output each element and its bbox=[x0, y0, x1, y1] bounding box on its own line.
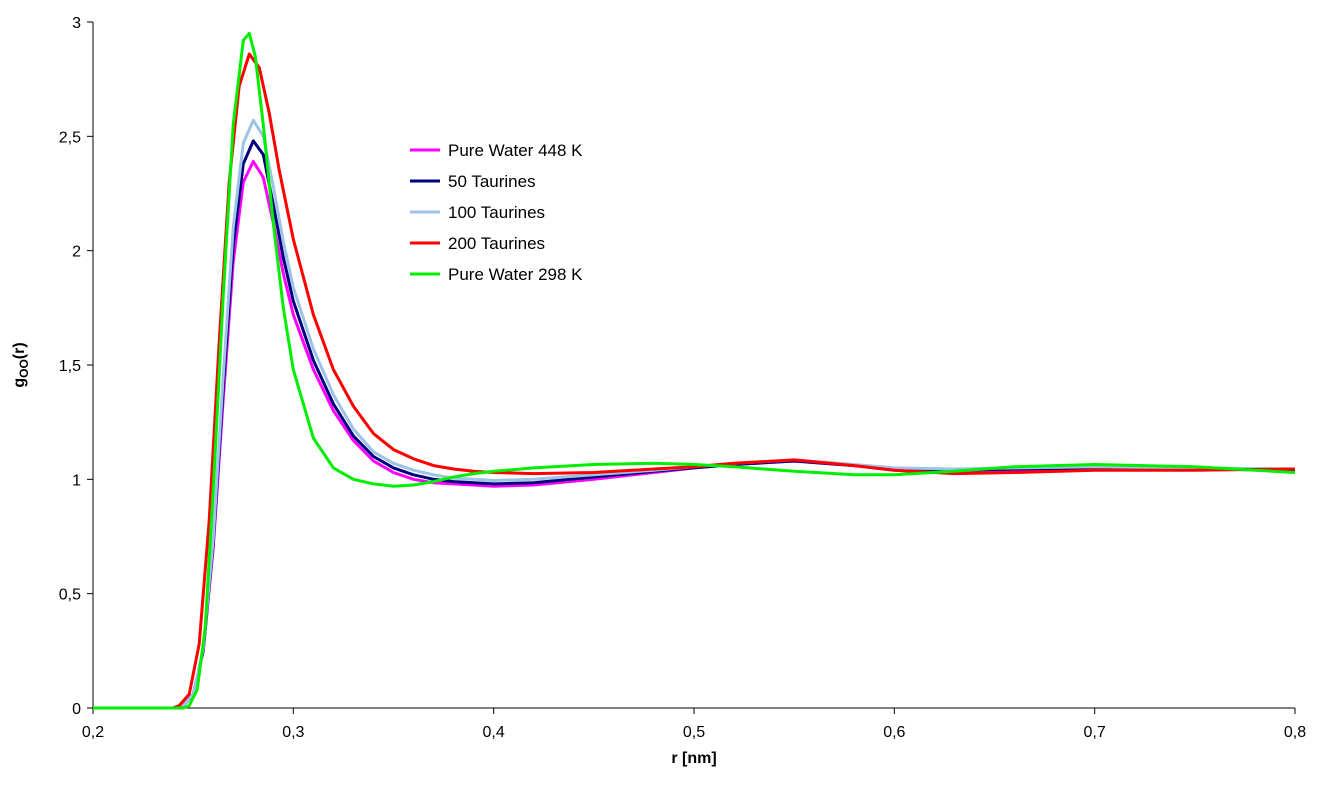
legend-label-pure-water-298-k: Pure Water 298 K bbox=[448, 265, 583, 284]
y-tick-label: 2,5 bbox=[59, 129, 81, 146]
x-tick-label: 0,5 bbox=[683, 724, 705, 741]
y-axis-title: gOO(r) bbox=[11, 342, 31, 387]
x-tick-label: 0,6 bbox=[883, 724, 905, 741]
x-tick-label: 0,7 bbox=[1084, 724, 1106, 741]
y-tick-label: 3 bbox=[72, 15, 81, 32]
x-tick-label: 0,4 bbox=[483, 724, 505, 741]
y-tick-label: 0 bbox=[72, 701, 81, 718]
legend-label-100-taurines: 100 Taurines bbox=[448, 203, 545, 222]
axes: 0 0,5 1 1,5 2 2,5 3 0,2 0,3 0,4 0,5 0,6 0,7 0,8 bbox=[59, 15, 1306, 741]
legend-label-pure-water-448-k: Pure Water 448 K bbox=[448, 141, 583, 160]
series-line-pure-water-448-k bbox=[93, 160, 1296, 710]
legend-label-50-taurines: 50 Taurines bbox=[448, 172, 536, 191]
x-tick-label: 0,8 bbox=[1284, 724, 1306, 741]
series-line-200-taurines bbox=[93, 52, 1296, 710]
y-tick-label: 2 bbox=[72, 244, 81, 261]
y-tick-label: 0,5 bbox=[59, 587, 81, 604]
series-line-pure-water-298-k bbox=[93, 31, 1296, 710]
x-tick-label: 0,2 bbox=[82, 724, 104, 741]
y-axis-title-subscript: OO bbox=[17, 359, 31, 378]
y-axis-title-suffix: (r) bbox=[11, 342, 28, 359]
y-axis-title-main: g bbox=[11, 378, 28, 388]
legend: Pure Water 448 K 50 Taurines 100 Taurines 2… bbox=[410, 141, 583, 284]
x-tick-label: 0,3 bbox=[282, 724, 304, 741]
x-axis-title: r [nm] bbox=[671, 750, 716, 767]
legend-label-200-taurines: 200 Taurines bbox=[448, 234, 545, 253]
y-tick-label: 1,5 bbox=[59, 358, 81, 375]
series-layer bbox=[93, 31, 1296, 710]
y-tick-label: 1 bbox=[72, 472, 81, 489]
